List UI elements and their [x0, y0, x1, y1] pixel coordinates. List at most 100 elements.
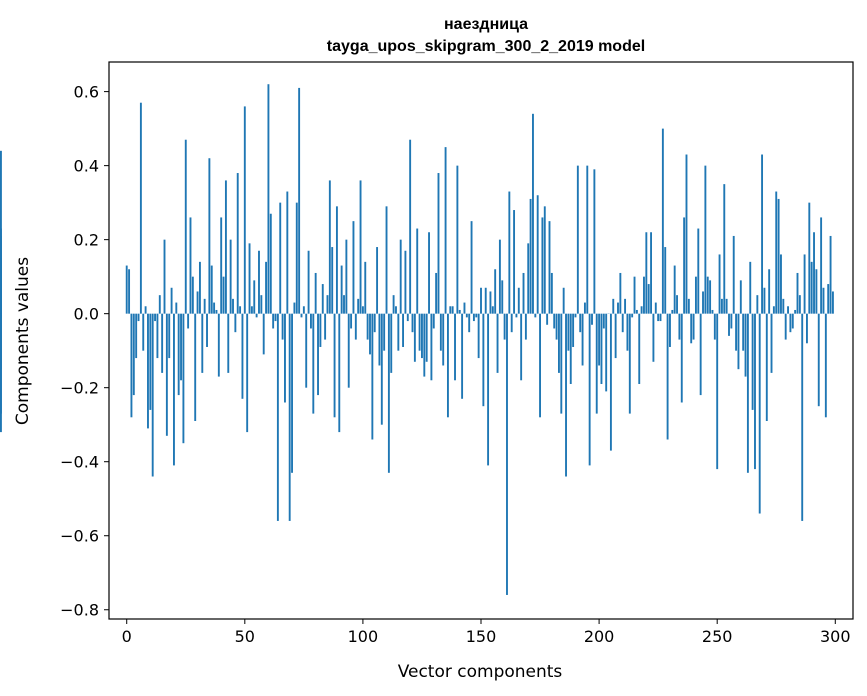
bar-241 [694, 276, 697, 314]
bar-29 [194, 313, 197, 421]
bar-88 [333, 313, 336, 418]
bar-85 [326, 295, 329, 314]
bar-53 [250, 306, 253, 314]
bar-21 [175, 302, 178, 314]
bar-150 [480, 287, 482, 314]
bar-265 [751, 313, 754, 410]
bar-167 [520, 313, 523, 381]
bar-205 [609, 313, 612, 451]
bar-122 [413, 313, 416, 362]
bar-266 [754, 313, 756, 470]
bar-196 [588, 313, 591, 466]
bar-291 [813, 232, 815, 314]
bar-48 [239, 306, 242, 314]
bar-65 [279, 202, 282, 314]
bar-112 [390, 313, 393, 373]
bar-250 [716, 313, 719, 470]
bar-223 [652, 313, 655, 362]
bar-18 [168, 313, 171, 359]
bar-215 [633, 276, 636, 314]
bar-273 [770, 313, 773, 373]
bar-160 [503, 313, 506, 340]
bar-52 [248, 243, 251, 314]
bar-221 [647, 284, 650, 314]
x-tick-label-250: 250 [702, 627, 733, 646]
bar-188 [569, 313, 572, 384]
bar-278 [782, 298, 785, 314]
bar-125 [421, 313, 423, 359]
bar-6 [139, 102, 142, 314]
bar-118 [404, 250, 407, 314]
bar-20 [173, 313, 175, 466]
bar-218 [640, 306, 643, 314]
bar-239 [690, 313, 693, 344]
bar-19 [170, 287, 173, 314]
bar-89 [335, 206, 338, 314]
bar-39 [217, 313, 220, 377]
bar-97 [354, 313, 357, 340]
bar-16 [163, 239, 166, 314]
bar-100 [361, 306, 364, 314]
bar-243 [699, 313, 702, 396]
bar-15 [161, 313, 164, 373]
bar-135 [444, 147, 447, 314]
bar-109 [383, 313, 386, 351]
bar-249 [713, 313, 716, 340]
bar-254 [725, 298, 728, 314]
bar-11 [151, 313, 154, 477]
y-tick-label-0: −0.8 [60, 601, 99, 620]
bar-3 [132, 313, 135, 396]
bar-208 [617, 302, 619, 314]
bar-111 [387, 313, 390, 473]
bar-107 [378, 313, 381, 366]
bar-272 [768, 269, 771, 314]
bar-189 [572, 313, 575, 347]
bar-171 [529, 198, 532, 314]
bar-76 [305, 313, 308, 388]
bar-284 [796, 272, 799, 314]
bar-206 [612, 298, 615, 314]
bar-49 [241, 313, 244, 399]
bar-287 [803, 254, 806, 314]
bar-148 [475, 313, 478, 318]
bar-142 [461, 313, 464, 399]
x-tick-label-50: 50 [235, 627, 255, 646]
bar-244 [702, 291, 704, 314]
bar-93 [345, 239, 348, 314]
bar-136 [446, 313, 449, 418]
bar-290 [810, 261, 813, 314]
bar-9 [147, 313, 149, 429]
bar-44 [229, 239, 232, 314]
bar-294 [820, 217, 823, 314]
bar-235 [680, 313, 683, 403]
plot-frame [108, 61, 854, 620]
bar-202 [602, 313, 605, 329]
bar-59 [265, 261, 268, 314]
bar-207 [614, 313, 617, 359]
y-axis-label: Components values [13, 257, 33, 425]
bar-78 [310, 313, 312, 329]
bar-200 [598, 313, 601, 366]
bar-279 [784, 313, 787, 340]
bar-1 [128, 269, 131, 314]
bar-179 [548, 221, 551, 314]
bar-55 [255, 313, 258, 318]
y-tick-label-7: 0.6 [74, 83, 99, 102]
bar-198 [593, 169, 596, 314]
bar-64 [276, 313, 279, 521]
bar-38 [215, 309, 218, 314]
bar-5 [137, 313, 140, 322]
bar-153 [487, 313, 490, 466]
bar-275 [775, 191, 778, 314]
bar-156 [494, 269, 497, 314]
x-tick-label-200: 200 [584, 627, 615, 646]
bar-158 [498, 239, 501, 314]
bar-173 [534, 313, 537, 318]
bar-116 [399, 239, 402, 314]
bar-261 [742, 313, 745, 351]
bar-140 [456, 165, 459, 314]
bar-185 [562, 287, 565, 314]
bar-210 [621, 313, 624, 333]
bar-151 [482, 313, 485, 407]
